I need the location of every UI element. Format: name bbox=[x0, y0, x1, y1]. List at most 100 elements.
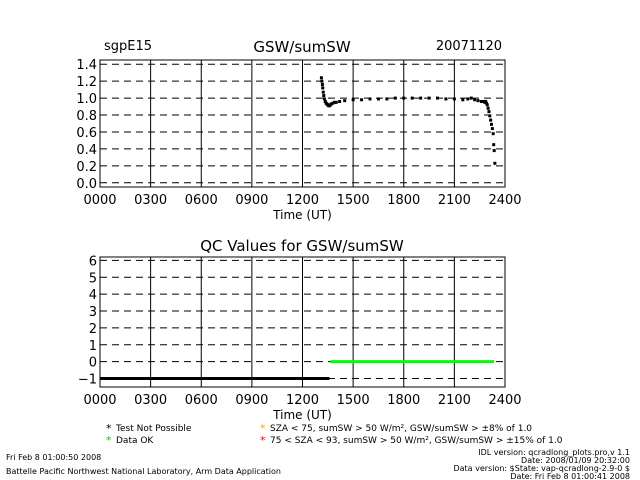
data-point bbox=[492, 149, 496, 153]
data-point bbox=[488, 114, 492, 118]
data-point bbox=[490, 127, 494, 131]
data-point bbox=[484, 101, 488, 105]
data-point bbox=[466, 97, 470, 101]
y-tick-label: 0.4 bbox=[76, 143, 97, 158]
data-point bbox=[469, 96, 473, 100]
x-axis-label: Time (UT) bbox=[272, 208, 332, 222]
x-tick-label: 1800 bbox=[387, 393, 420, 408]
data-point bbox=[360, 98, 364, 102]
y-tick-label: −1 bbox=[78, 373, 97, 388]
data-point bbox=[331, 101, 335, 105]
x-tick-label: 0900 bbox=[235, 393, 268, 408]
data-point bbox=[419, 96, 423, 100]
x-tick-label: 0000 bbox=[83, 193, 116, 208]
footer-data-date: Date: Fri Feb 8 01:00:41 2008 bbox=[510, 472, 630, 480]
chart-gsw-sumsw: 0.0 0.2 0.4 0.6 0.8 1.0 1.2 1.4 0000 0300 0600 0900… bbox=[76, 58, 521, 222]
data-point bbox=[490, 122, 493, 126]
x-tick-label: 0900 bbox=[235, 193, 268, 208]
data-point bbox=[322, 94, 326, 98]
data-point bbox=[320, 79, 324, 83]
x-tick-label: 0000 bbox=[83, 393, 116, 408]
y-tick-label: 2 bbox=[89, 322, 97, 337]
data-point bbox=[473, 98, 477, 102]
data-point bbox=[320, 83, 324, 87]
data-point bbox=[393, 96, 397, 100]
footer-idl-date: Date: 2008/01/09 20:32:00 bbox=[521, 456, 630, 465]
legend-text: SZA < 75, sumSW > 50 W/m², GSW/sumSW > ±… bbox=[270, 424, 532, 434]
y-tick-label: 6 bbox=[89, 254, 97, 269]
x-tick-label: 1800 bbox=[387, 193, 420, 208]
x-tick-label: 0300 bbox=[134, 193, 167, 208]
data-point bbox=[334, 100, 338, 104]
y-tick-label: 0.8 bbox=[76, 109, 97, 124]
data-point bbox=[461, 98, 465, 102]
y-tick-label: 1 bbox=[89, 339, 97, 354]
y-tick-label: 0.6 bbox=[76, 126, 97, 141]
x-tick-label: 1200 bbox=[286, 393, 319, 408]
data-point bbox=[493, 161, 497, 165]
y-tick-label: 0.0 bbox=[76, 177, 97, 192]
x-tick-label: 1500 bbox=[337, 393, 370, 408]
y-tick-label: 5 bbox=[89, 271, 97, 286]
plot-frame bbox=[99, 59, 506, 188]
legend: * Test Not Possible * Data OK * SZA < 75… bbox=[106, 422, 563, 447]
legend-item-data-ok: * Data OK bbox=[106, 434, 154, 447]
legend-item-sza-lt-75: * SZA < 75, sumSW > 50 W/m², GSW/sumSW >… bbox=[260, 422, 532, 435]
data-point bbox=[479, 99, 483, 103]
y-tick-label: 4 bbox=[89, 288, 97, 303]
legend-item-test-not-possible: * Test Not Possible bbox=[106, 422, 192, 435]
legend-marker: * bbox=[106, 434, 112, 447]
y-tick-label: 0.2 bbox=[76, 160, 97, 175]
footer-institution: Battelle Pacific Northwest National Labo… bbox=[6, 467, 281, 476]
x-tick-label: 2400 bbox=[488, 193, 521, 208]
data-point bbox=[481, 99, 485, 103]
x-tick-label: 0600 bbox=[185, 193, 218, 208]
data-point bbox=[333, 100, 337, 104]
y-tick-label: 1.2 bbox=[76, 75, 97, 90]
data-point bbox=[385, 97, 389, 101]
y-tick-label: 0 bbox=[89, 356, 97, 371]
x-tick-label: 2100 bbox=[438, 193, 471, 208]
legend-text: 75 < SZA < 93, sumSW > 50 W/m², GSW/sumS… bbox=[270, 436, 563, 446]
legend-marker: * bbox=[260, 422, 266, 435]
data-point bbox=[489, 118, 493, 122]
x-tick-label: 2100 bbox=[438, 393, 471, 408]
data-point bbox=[476, 99, 480, 103]
x-axis-label: Time (UT) bbox=[272, 408, 332, 422]
legend-marker: * bbox=[106, 422, 112, 435]
x-tick-label: 1500 bbox=[337, 193, 370, 208]
data-point bbox=[402, 96, 406, 100]
data-point bbox=[376, 97, 380, 101]
data-point bbox=[343, 99, 347, 103]
footer-data-version: Data version: $State: vap-qcradlong-2.9-… bbox=[453, 464, 630, 473]
data-point bbox=[444, 97, 448, 101]
data-point bbox=[452, 97, 456, 101]
y-tick-label: 3 bbox=[89, 305, 97, 320]
chart-qc-values: −1 0 1 2 3 4 5 6 0000 0300 0600 0900 1200 1500 1800 210… bbox=[78, 254, 522, 422]
data-point bbox=[436, 96, 439, 100]
data-point bbox=[323, 99, 327, 103]
data-point bbox=[487, 110, 491, 114]
data-point bbox=[368, 97, 372, 101]
data-point bbox=[338, 99, 342, 103]
data-point bbox=[321, 86, 325, 90]
legend-marker: * bbox=[260, 434, 266, 447]
chart-title: GSW/sumSW bbox=[253, 38, 350, 56]
qc-chart-title: QC Values for GSW/sumSW bbox=[200, 237, 404, 255]
x-tick-label: 0600 bbox=[185, 393, 218, 408]
data-point bbox=[486, 106, 490, 110]
data-point bbox=[427, 96, 431, 100]
y-tick-label: 1.0 bbox=[76, 92, 97, 107]
data-point bbox=[485, 103, 489, 107]
footer-idl-version: IDL version: qcradlong_plots.pro,v 1.1 bbox=[478, 448, 630, 457]
data-point bbox=[491, 132, 495, 136]
data-point bbox=[322, 97, 326, 101]
data-point bbox=[319, 76, 323, 80]
data-point bbox=[329, 102, 333, 106]
data-point bbox=[410, 96, 414, 100]
plot-frame bbox=[99, 256, 506, 388]
date-label: 20071120 bbox=[436, 39, 502, 54]
data-point bbox=[321, 90, 325, 94]
legend-item-sza-75-93: * 75 < SZA < 93, sumSW > 50 W/m², GSW/su… bbox=[260, 434, 563, 447]
